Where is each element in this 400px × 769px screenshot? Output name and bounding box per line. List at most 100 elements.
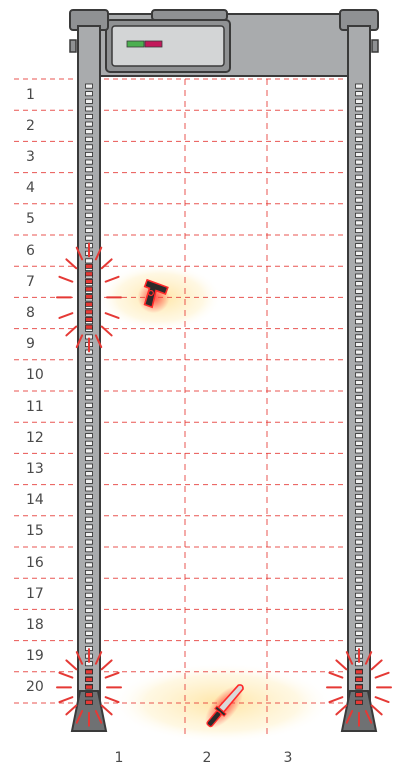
right-panel-led (355, 402, 363, 408)
alarm-ray (58, 671, 74, 679)
row-label: 5 (26, 211, 35, 228)
left-panel-led (85, 532, 93, 538)
row-label: 4 (26, 180, 35, 197)
left-panel-led (85, 129, 93, 135)
row-label: 9 (26, 336, 35, 353)
left-active-led (85, 278, 93, 284)
row-label: 14 (26, 492, 44, 509)
left-active-led (85, 316, 93, 322)
right-panel-led (355, 554, 363, 560)
left-active-led (85, 692, 93, 698)
left-panel-led (85, 83, 93, 89)
right-panel-led (355, 182, 363, 188)
right-panel-led (355, 417, 363, 423)
alarm-ray (65, 325, 78, 337)
alarm-ray (335, 704, 348, 716)
left-panel-led (85, 554, 93, 560)
right-panel-led (355, 585, 363, 591)
handgun-icon (137, 278, 170, 314)
row-label: 3 (26, 149, 35, 165)
right-panel-led (355, 129, 363, 135)
alarm-ray (65, 659, 78, 671)
alarm-ray (94, 246, 103, 261)
detector-header-unit (97, 9, 354, 77)
right-panel-led (355, 440, 363, 446)
row-label: 6 (26, 242, 35, 259)
right-panel-led (355, 144, 363, 150)
right-panel-led (355, 106, 363, 112)
right-active-led (355, 692, 363, 698)
left-panel-led (85, 463, 93, 469)
right-panel-led (355, 410, 363, 416)
column-label: 1 (114, 750, 124, 766)
alarm-ray (370, 659, 383, 671)
right-panel-led (355, 227, 363, 233)
left-panel-led (85, 220, 93, 226)
left-panel-led (85, 235, 93, 241)
right-panel-led (355, 341, 363, 347)
left-panel-led (85, 144, 93, 150)
alarm-ray (75, 246, 84, 261)
right-panel-led (355, 509, 363, 515)
handgun-shape (143, 278, 169, 309)
right-panel-led (355, 220, 363, 226)
left-panel-led (85, 197, 93, 203)
right-panel-led (355, 600, 363, 606)
left-panel-led (85, 189, 93, 195)
right-panel-led (355, 136, 363, 142)
alarm-ray (75, 334, 84, 349)
right-panel-led (355, 577, 363, 583)
right-panel-led (355, 205, 363, 211)
alarm-ray (58, 696, 74, 704)
alarm-ray (335, 659, 348, 671)
knife-blade (217, 684, 244, 714)
left-active-led (85, 677, 93, 683)
left-active-led (85, 699, 93, 705)
right-panel-led (355, 372, 363, 378)
alarm-ray (100, 659, 113, 671)
right-panel-led (355, 326, 363, 332)
right-active-led (355, 677, 363, 683)
right-panel-led (355, 592, 363, 598)
alarm-ray (94, 334, 103, 349)
control-panel-indicators (126, 40, 163, 48)
left-panel-led (85, 212, 93, 218)
right-panel-led (355, 281, 363, 287)
alarm-ray (345, 651, 354, 665)
right-panel-led (355, 303, 363, 309)
left-panel-led (85, 227, 93, 233)
row-label: 7 (26, 273, 35, 290)
alarm-ray (104, 312, 120, 319)
detector-side-panels (69, 9, 379, 732)
alarm-ray (58, 312, 74, 319)
right-panel-led (355, 524, 363, 530)
left-panel-led (85, 98, 93, 104)
column-label: 2 (202, 750, 212, 766)
right-panel-led (355, 425, 363, 431)
left-alarm (56, 648, 122, 727)
right-panel-led (355, 296, 363, 302)
alarm-ray (75, 651, 84, 665)
left-panel-led (85, 379, 93, 385)
right-panel-led (355, 258, 363, 264)
row-label: 20 (26, 679, 44, 696)
right-panel-led (355, 395, 363, 401)
alarm-ray (104, 275, 120, 283)
right-hinge (371, 39, 379, 53)
left-hinge (69, 39, 77, 53)
left-panel-led (85, 357, 93, 363)
right-panel-led (355, 448, 363, 454)
right-panel-led (355, 197, 363, 203)
left-panel-led (85, 524, 93, 530)
right-panel-led (355, 638, 363, 644)
alarm-ray (100, 325, 113, 337)
alarm-ray (374, 696, 390, 704)
left-panel-led (85, 151, 93, 157)
left-panel-led (85, 493, 93, 499)
alarm-ray (328, 671, 344, 679)
right-panel-led (355, 167, 363, 173)
right-active-led (355, 699, 363, 705)
alarm-ray (370, 704, 383, 716)
right-alarm (326, 648, 392, 727)
left-panel-led (85, 509, 93, 515)
